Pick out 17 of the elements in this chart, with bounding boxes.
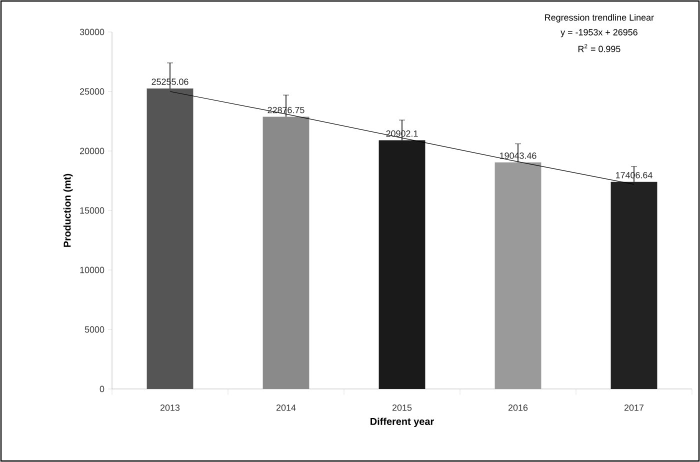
text: Regression trendline Linear: [545, 14, 654, 22]
y-tick-label: 20000: [80, 148, 104, 154]
y-axis-title: Production (mt): [63, 174, 73, 247]
annotation: R$^{2}$ = 0.995: [578, 44, 620, 52]
y-tick-label: 15000: [80, 207, 104, 214]
x-tick-label: 2016: [508, 404, 528, 411]
y-tick-label: 5000: [84, 326, 104, 333]
annotation: y = -1953x + 26956: [560, 29, 638, 38]
y-tick-label: 30000: [80, 28, 104, 36]
x-tick-label: 2017: [624, 404, 644, 411]
y-tick-label: 25000: [80, 88, 104, 95]
x-tick-label: 2014: [276, 404, 296, 411]
x-tick-label: 2013: [160, 404, 180, 411]
x-axis-title: Different year: [370, 418, 434, 427]
x-tick-label: 2015: [392, 404, 412, 411]
y-tick-label: 10000: [80, 266, 104, 274]
y-tick-label: 0: [100, 386, 104, 392]
